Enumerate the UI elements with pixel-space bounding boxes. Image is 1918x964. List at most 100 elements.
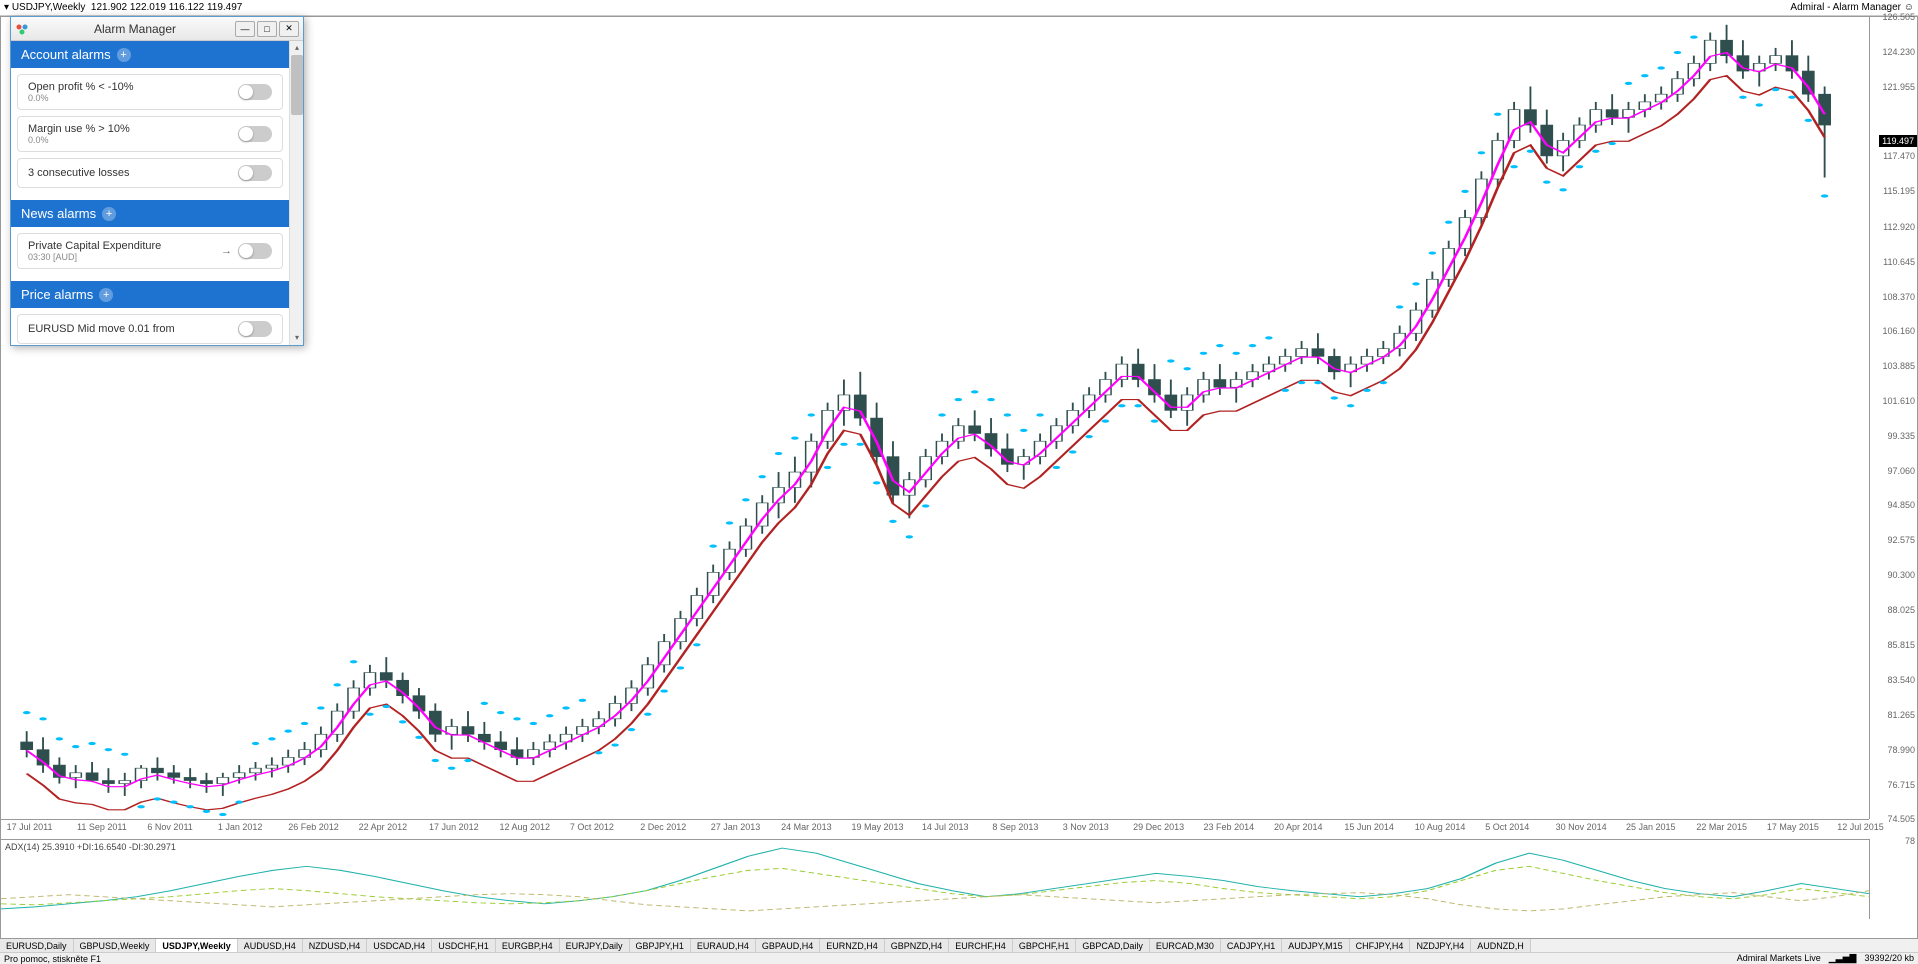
chart-tab[interactable]: EURCHF,H4 — [949, 939, 1013, 952]
y-tick: 126.505 — [1882, 12, 1915, 22]
chart-tab[interactable]: EURGBP,H4 — [496, 939, 560, 952]
section-title: Account alarms — [21, 47, 111, 62]
x-tick: 27 Jan 2013 — [711, 822, 761, 832]
x-tick: 10 Aug 2014 — [1415, 822, 1466, 832]
arrow-right-icon: → — [221, 245, 232, 257]
chart-tab[interactable]: EURCAD,M30 — [1150, 939, 1221, 952]
chart-tab[interactable]: AUDUSD,H4 — [238, 939, 303, 952]
x-tick: 22 Mar 2015 — [1696, 822, 1747, 832]
alarm-toggle[interactable] — [238, 84, 272, 100]
add-icon[interactable]: + — [102, 207, 116, 221]
alarm-item[interactable]: Margin use % > 10% 0.0% — [17, 116, 283, 152]
alarm-item-text: Margin use % > 10% 0.0% — [28, 123, 238, 145]
alarm-item-title: Margin use % > 10% — [28, 123, 238, 135]
alarm-item[interactable]: 3 consecutive losses — [17, 158, 283, 188]
x-tick: 5 Oct 2014 — [1485, 822, 1529, 832]
alarm-item-sub: 0.0% — [28, 93, 238, 103]
alarm-toggle[interactable] — [238, 243, 272, 259]
chart-tab[interactable]: AUDNZD,H — [1471, 939, 1531, 952]
x-tick: 12 Jul 2015 — [1837, 822, 1884, 832]
y-tick: 115.195 — [1883, 186, 1915, 196]
x-tick: 1 Jan 2012 — [218, 822, 263, 832]
y-tick: 81.265 — [1887, 710, 1915, 720]
x-tick: 23 Feb 2014 — [1204, 822, 1255, 832]
y-tick: 108.370 — [1882, 292, 1915, 302]
section-title: News alarms — [21, 206, 96, 221]
alarm-item[interactable]: EURUSD Mid move 0.01 from — [17, 314, 283, 344]
x-tick: 11 Sep 2011 — [77, 822, 127, 832]
indicator-panel[interactable]: ADX(14) 25.3910 +DI:16.6540 -DI:30.2971 — [1, 839, 1869, 919]
x-tick: 17 Jul 2011 — [7, 822, 53, 832]
x-tick: 26 Feb 2012 — [288, 822, 339, 832]
x-tick: 12 Aug 2012 — [499, 822, 550, 832]
status-net: 39392/20 kb — [1864, 953, 1914, 964]
chart-tab[interactable]: GBPAUD,H4 — [756, 939, 820, 952]
alarm-item[interactable]: Private Capital Expenditure 03:30 [AUD] … — [17, 233, 283, 269]
add-icon[interactable]: + — [117, 48, 131, 62]
y-tick: 110.645 — [1883, 257, 1915, 267]
y-tick: 101.610 — [1882, 396, 1915, 406]
alarm-item-sub: 0.0% — [28, 135, 238, 145]
x-tick: 2 Dec 2012 — [640, 822, 686, 832]
alarm-title: Alarm Manager — [35, 22, 235, 36]
x-tick: 14 Jul 2013 — [922, 822, 969, 832]
chart-tab[interactable]: EURNZD,H4 — [820, 939, 885, 952]
alarm-app-icon — [15, 22, 29, 36]
scroll-down-button[interactable]: ▾ — [290, 331, 304, 345]
alarm-section-header[interactable]: News alarms + — [11, 200, 289, 227]
chart-tab[interactable]: EURUSD,Daily — [0, 939, 74, 952]
chart-tab[interactable]: GBPCAD,Daily — [1076, 939, 1150, 952]
y-tick: 90.300 — [1887, 570, 1915, 580]
chart-tab[interactable]: EURAUD,H4 — [691, 939, 756, 952]
alarm-item-title: EURUSD Mid move 0.01 from — [28, 323, 238, 335]
price-y-axis: 119.497 126.505124.230121.955117.470115.… — [1869, 17, 1917, 819]
maximize-button[interactable]: □ — [257, 21, 277, 37]
alarm-item-title: Open profit % < -10% — [28, 81, 238, 93]
alarm-item[interactable]: Open profit % < -10% 0.0% — [17, 74, 283, 110]
chart-tab[interactable]: USDJPY,Weekly — [156, 939, 237, 952]
alarm-titlebar[interactable]: Alarm Manager — □ ✕ — [11, 17, 303, 41]
alarm-toggle[interactable] — [238, 126, 272, 142]
add-icon[interactable]: + — [99, 288, 113, 302]
chart-tab[interactable]: USDCHF,H1 — [432, 939, 496, 952]
chart-tabs: EURUSD,DailyGBPUSD,WeeklyUSDJPY,WeeklyAU… — [0, 938, 1918, 952]
y-tick: 112.920 — [1883, 222, 1915, 232]
status-broker: Admiral Markets Live — [1737, 953, 1821, 964]
alarm-section-header[interactable]: Price alarms+ — [11, 281, 289, 308]
minimize-button[interactable]: — — [235, 21, 255, 37]
chart-tab[interactable]: AUDJPY,M15 — [1282, 939, 1349, 952]
y-tick: 99.335 — [1887, 431, 1915, 441]
alarm-toggle[interactable] — [238, 321, 272, 337]
adx-label: ADX(14) 25.3910 +DI:16.6540 -DI:30.2971 — [5, 842, 176, 852]
chart-tab[interactable]: GBPNZD,H4 — [885, 939, 950, 952]
scroll-up-button[interactable]: ▴ — [290, 41, 304, 55]
alarm-item-title: Private Capital Expenditure — [28, 240, 215, 252]
alarm-section-header[interactable]: Account alarms + — [11, 41, 289, 68]
y-tick: 85.815 — [1887, 640, 1915, 650]
current-price-tag: 119.497 — [1879, 135, 1917, 147]
indicator-y-axis: 78 — [1869, 839, 1917, 919]
chart-tab[interactable]: USDCAD,H4 — [367, 939, 432, 952]
alarm-manager-panel[interactable]: Alarm Manager — □ ✕ Account alarms + Open… — [10, 16, 304, 346]
price-x-axis: 17 Jul 201111 Sep 20116 Nov 20111 Jan 20… — [1, 819, 1869, 839]
chart-tab[interactable]: NZDUSD,H4 — [303, 939, 368, 952]
x-tick: 15 Jun 2014 — [1344, 822, 1394, 832]
chart-tab[interactable]: GBPCHF,H1 — [1013, 939, 1077, 952]
alarm-scrollbar[interactable]: ▴ ▾ — [289, 41, 303, 345]
y-tick: 117.470 — [1883, 151, 1915, 161]
chart-tab[interactable]: CHFJPY,H4 — [1350, 939, 1411, 952]
chart-tab[interactable]: CADJPY,H1 — [1221, 939, 1282, 952]
scroll-thumb[interactable] — [291, 55, 303, 115]
dropdown-arrow-icon[interactable]: ▾ — [4, 2, 12, 13]
alarm-toggle[interactable] — [238, 165, 272, 181]
close-button[interactable]: ✕ — [279, 21, 299, 37]
y-tick: 88.025 — [1887, 605, 1915, 615]
chart-tab[interactable]: GBPUSD,Weekly — [74, 939, 157, 952]
chart-tab[interactable]: GBPJPY,H1 — [630, 939, 691, 952]
x-tick: 30 Nov 2014 — [1556, 822, 1607, 832]
y-tick: 124.230 — [1882, 47, 1915, 57]
chart-tab[interactable]: EURJPY,Daily — [560, 939, 630, 952]
y-tick: 76.715 — [1887, 780, 1915, 790]
chart-tab[interactable]: NZDJPY,H4 — [1410, 939, 1471, 952]
y-tick: 103.885 — [1882, 361, 1915, 371]
